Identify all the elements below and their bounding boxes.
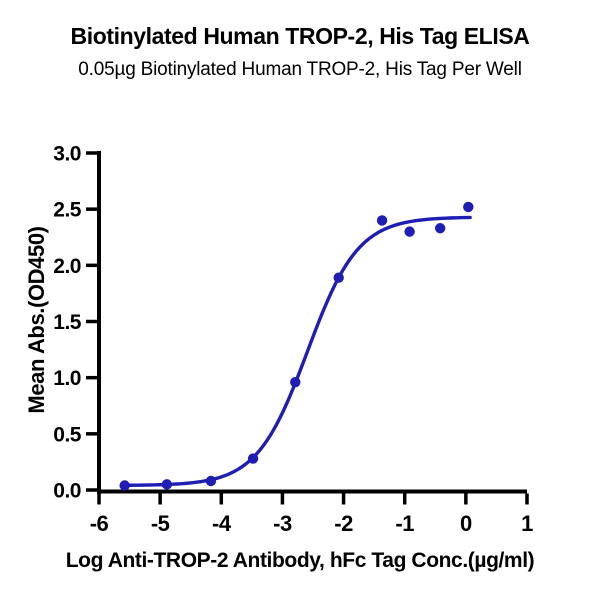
data-point [161,479,173,490]
data-point [404,226,415,237]
data-point [119,480,130,491]
y-tick-label: 2.5 [53,199,82,222]
data-point [205,475,217,487]
x-tick-label: -2 [334,511,353,536]
x-tick-label: 0 [460,511,472,536]
y-tick-label: 1.0 [53,367,81,390]
x-tick-label: -5 [151,511,170,536]
fit-curve [122,215,472,488]
chart-title: Biotinylated Human TROP-2, His Tag ELISA [70,23,530,49]
data-point [247,453,259,464]
y-tick-label: 3.0 [53,143,81,166]
x-tick-label: -6 [90,511,109,536]
data-point [333,272,344,283]
data-point [434,223,446,234]
x-axis-label: Log Anti-TROP-2 Antibody, hFc Tag Conc.(… [65,549,535,572]
x-tick-label: -4 [212,511,232,536]
data-point [290,376,301,388]
data-point [376,215,388,226]
y-tick-label: 1.5 [53,311,82,334]
x-tick-label: -1 [395,511,414,536]
y-axis-label: Mean Abs.(OD450) [24,226,49,414]
y-tick-label: 2.0 [53,255,81,278]
x-tick-label: 1 [521,511,533,536]
y-tick-label: 0.0 [53,480,81,503]
y-tick-label: 0.5 [53,423,82,446]
x-tick-label: -3 [273,511,292,536]
data-point [463,201,474,213]
chart-subtitle: 0.05µg Biotinylated Human TROP-2, His Ta… [78,59,522,80]
